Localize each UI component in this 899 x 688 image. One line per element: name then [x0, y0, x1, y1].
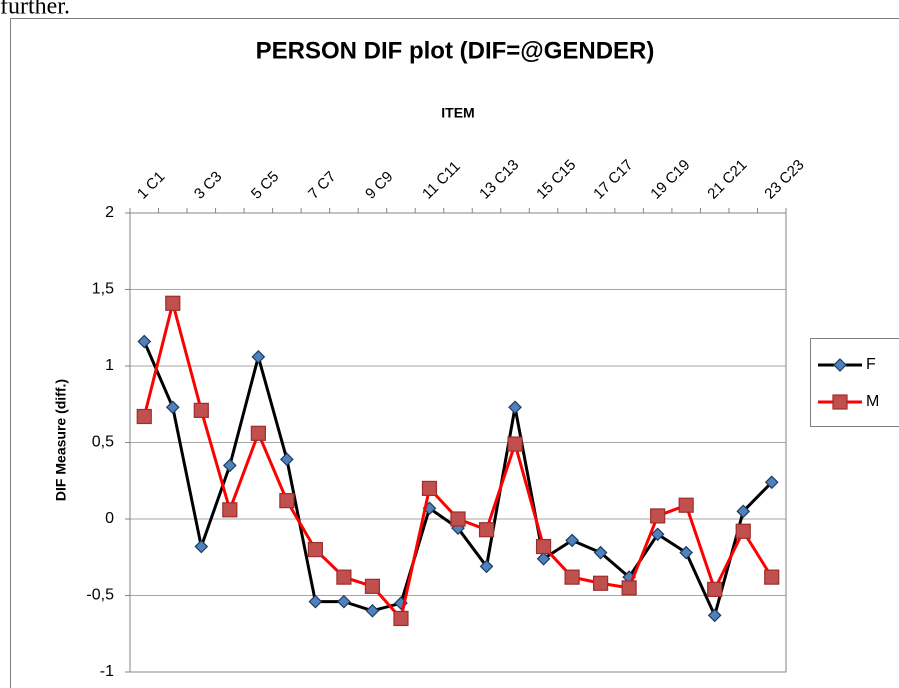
y-tick-label: 2: [105, 204, 114, 221]
data-point: [307, 541, 323, 558]
data-point: [536, 551, 551, 566]
data-point: [478, 522, 495, 538]
data-point: [364, 578, 381, 594]
data-point: [308, 594, 323, 609]
data-point: [650, 508, 666, 524]
data-point: [707, 608, 722, 623]
data-point: [593, 545, 608, 560]
chart-frame: [10, 18, 899, 688]
data-point: [165, 400, 180, 415]
data-point: [165, 295, 181, 311]
data-point: [479, 559, 494, 574]
legend-box: [810, 338, 899, 427]
y-tick-label: 0,5: [92, 434, 114, 451]
y-tick-label: 1,5: [92, 281, 114, 298]
legend-marker: [832, 394, 848, 410]
data-point: [764, 475, 779, 490]
data-point: [564, 569, 580, 585]
data-point: [393, 610, 409, 627]
data-point: [136, 408, 152, 425]
y-tick-label: 1: [105, 357, 114, 374]
data-point: [280, 452, 294, 467]
data-point: [337, 594, 351, 609]
legend-label: M: [866, 393, 879, 410]
x-axis-label: ITEM: [441, 105, 474, 121]
data-point: [678, 497, 694, 513]
data-point: [535, 538, 552, 555]
y-tick-label: 0: [105, 510, 114, 527]
data-point: [250, 425, 266, 441]
data-point: [764, 569, 780, 585]
data-point: [707, 581, 723, 597]
legend-marker: [833, 358, 847, 372]
data-point: [222, 502, 238, 518]
data-point: [279, 493, 295, 509]
data-point: [222, 458, 237, 473]
data-point: [735, 523, 751, 539]
y-tick-label: -1: [100, 663, 114, 680]
data-point: [650, 527, 665, 542]
data-point: [507, 436, 523, 452]
data-point: [421, 480, 438, 496]
data-point: [450, 511, 466, 527]
data-point: [736, 504, 751, 519]
data-point: [365, 603, 380, 618]
data-point: [251, 349, 266, 364]
y-tick-label: -0,5: [86, 587, 114, 604]
data-point: [137, 334, 152, 349]
data-point: [565, 533, 579, 548]
page-text: further.: [0, 0, 70, 20]
data-point: [336, 569, 352, 585]
data-point: [194, 539, 209, 554]
chart-title: PERSON DIF plot (DIF=@GENDER): [256, 37, 655, 64]
legend-label: F: [866, 356, 876, 373]
data-point: [621, 580, 637, 596]
y-axis-label: DIF Measure (diff.): [53, 379, 69, 501]
data-point: [679, 545, 694, 560]
data-point: [193, 402, 209, 418]
data-point: [593, 575, 609, 591]
plot-border: [129, 212, 787, 673]
data-point: [508, 400, 522, 415]
